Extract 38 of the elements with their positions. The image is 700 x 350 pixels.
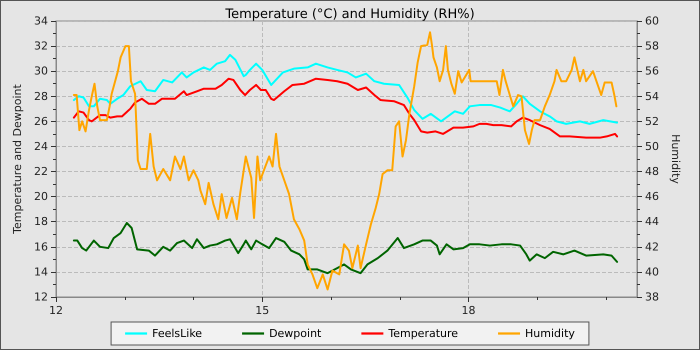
line-series: [72, 31, 618, 290]
y-tick-label: 14: [34, 265, 48, 278]
line-series: [72, 54, 618, 125]
y-tick-label: 22: [34, 165, 48, 178]
x-tick-label: 15: [255, 304, 270, 317]
y2-tick-label: 46: [645, 190, 659, 204]
y2-tick-label: 56: [645, 64, 659, 78]
y-axis-title: Temperature and Dewpoint: [11, 83, 24, 235]
y-tick-label: 34: [34, 14, 48, 28]
y-tick-label: 28: [34, 90, 48, 103]
y2-tick-label: 44: [645, 215, 659, 228]
y2-tick-label: 60: [645, 14, 659, 28]
y2-tick-label: 50: [645, 140, 659, 153]
y2-tick-label: 38: [645, 290, 659, 304]
line-series: [72, 222, 618, 274]
y-tick-label: 12: [34, 290, 48, 304]
y2-tick-label: 48: [645, 165, 659, 178]
legend-label: Dewpoint: [269, 327, 322, 340]
y2-tick-label: 58: [645, 40, 659, 53]
y2-tick-label: 40: [645, 265, 659, 278]
chart-title: Temperature (°C) and Humidity (RH%): [224, 7, 475, 22]
legend-label: Temperature: [387, 327, 458, 340]
y2-tick-label: 42: [645, 240, 659, 254]
x-tick-label: 12: [49, 304, 63, 317]
y-tick-label: 20: [34, 190, 48, 204]
legend-label: FeelsLike: [152, 327, 202, 340]
x-tick-label: 18: [462, 304, 476, 317]
y-tick-label: 32: [34, 40, 48, 53]
y2-tick-label: 54: [645, 90, 659, 103]
y-tick-label: 30: [34, 64, 48, 78]
y2-axis-title: Humidity: [668, 134, 682, 184]
y-tick-label: 18: [34, 215, 48, 228]
y2-tick-label: 52: [645, 114, 659, 128]
y-tick-label: 16: [34, 240, 48, 254]
y-tick-label: 24: [34, 140, 48, 153]
legend-label: Humidity: [525, 327, 576, 340]
line-series: [72, 78, 618, 139]
y-tick-label: 26: [34, 114, 48, 128]
